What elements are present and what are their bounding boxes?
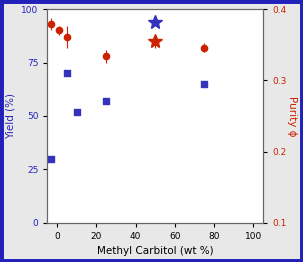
Point (74, 110, 79, 114)
Y-axis label: Yield (%): Yield (%) (5, 93, 15, 139)
Point (202, 82, 207, 86)
Point (65, 71, 69, 75)
Point (49, 157, 54, 161)
X-axis label: Methyl Carbitol (wt %): Methyl Carbitol (wt %) (97, 247, 214, 256)
Y-axis label: Purity ϕ: Purity ϕ (288, 96, 298, 136)
Point (104, 99, 108, 103)
